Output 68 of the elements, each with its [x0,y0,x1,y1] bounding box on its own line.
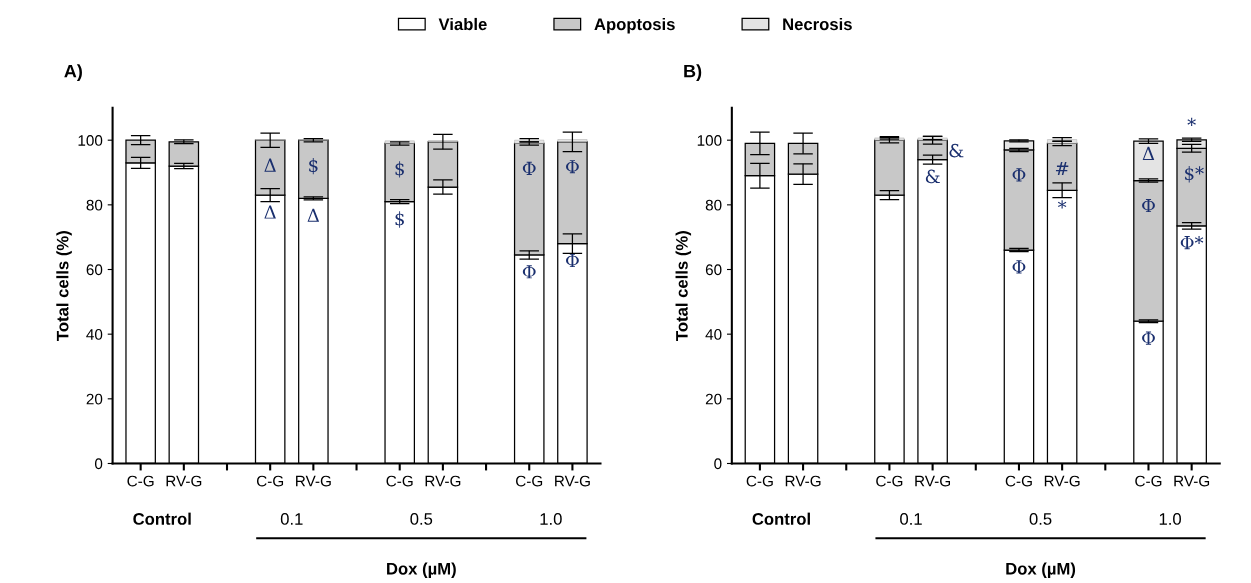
y-axis-title: Total cells (%) [675,231,692,341]
x-tick-label: C-G [516,475,543,487]
data-label: * [1187,117,1196,127]
data-label: * [1057,200,1067,209]
x-axis-title: Dox (µM) [1006,562,1076,578]
y-axis-title: Total cells (%) [56,231,72,341]
y-tick-label: 20 [705,393,722,405]
text: Control [752,512,810,525]
text: 0.1 [900,513,922,525]
x-tick-label: C-G [1005,475,1032,487]
chart-title: A) [64,64,82,82]
y-tick-label: 100 [697,135,722,146]
data-label: $* [1185,166,1204,183]
text: 0.5 [1029,513,1052,525]
data-label: & [925,169,940,184]
bar [557,139,588,143]
x-tick-label: RV-G [1044,475,1080,487]
data-label: Φ* [1180,235,1204,250]
data-label: Φ [1012,168,1026,182]
data-label: & [949,143,964,158]
x-tick-label: C-G [256,475,284,487]
y-tick-label: 40 [705,329,722,340]
chart-title: B) [684,64,702,82]
data-label: Φ [1142,198,1155,213]
x-tick-label: RV-G [555,475,590,487]
data-label: Φ [1012,260,1026,274]
legend-label: Necrosis [783,17,852,31]
data-label: $ [395,161,404,178]
data-label: Δ [307,208,320,222]
data-label: $ [395,211,404,228]
y-tick-label: 60 [86,264,103,276]
text: 1.0 [1159,513,1182,525]
legend-label: Viable [438,17,487,31]
data-label: Δ [264,205,276,219]
x-tick-label: RV-G [785,475,821,487]
x-tick-label: C-G [876,475,903,487]
y-tick-label: 0 [714,458,722,470]
data-label: $ [309,157,318,175]
y-tick-label: 100 [78,135,103,146]
data-label: # [1055,161,1069,175]
x-tick-label: C-G [746,475,773,487]
y-tick-label: 20 [86,393,103,405]
y-tick-label: 80 [705,199,722,211]
text: Control [133,512,191,525]
x-tick-label: RV-G [296,475,331,487]
data-label: Φ [522,161,536,175]
data-label: Δ [1142,146,1155,160]
x-tick-label: C-G [1135,475,1162,487]
x-tick-label: RV-G [166,475,202,487]
legend-label: Apoptosis [594,17,675,34]
data-label: Φ [1142,331,1155,345]
text: 1.0 [540,513,562,525]
text: 0.5 [410,513,433,525]
x-tick-label: RV-G [425,475,461,487]
y-tick-label: 0 [94,458,103,470]
data-label: Δ [264,158,276,172]
x-tick-label: RV-G [1174,475,1210,487]
y-tick-label: 40 [86,329,103,340]
x-tick-label: C-G [127,475,154,487]
x-axis-title: Dox (µM) [387,562,456,578]
data-label: Φ [522,265,536,279]
y-tick-label: 80 [86,199,103,211]
data-label: Φ [566,253,579,268]
data-label: Φ [566,160,579,174]
x-tick-label: C-G [386,475,413,487]
text: 0.1 [280,513,303,525]
x-tick-label: RV-G [915,475,951,487]
y-tick-label: 60 [705,264,722,276]
